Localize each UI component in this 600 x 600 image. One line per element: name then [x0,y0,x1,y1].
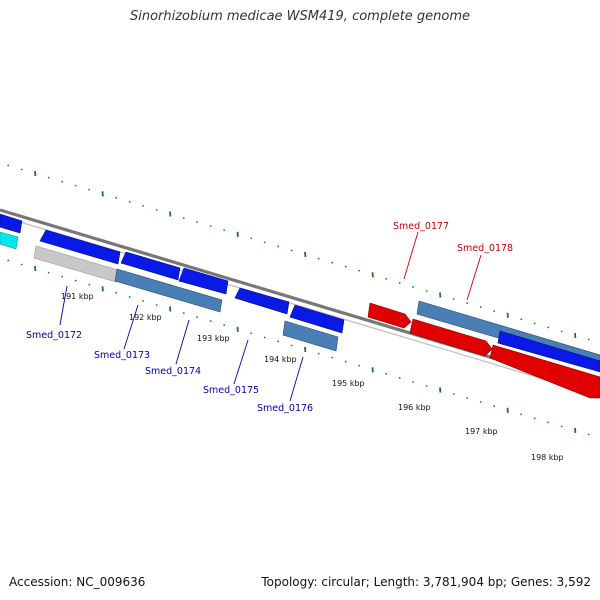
gene-label-smed-0174: Smed_0174 [145,366,201,377]
tick-label-191: 191 kbp [61,292,94,301]
feature-smed-0176[interactable] [289,304,345,334]
gene-label-smed-0177: Smed_0177 [393,221,449,232]
gene-label-smed-0178: Smed_0178 [457,243,513,254]
genome-summary-text: Topology: circular; Length: 3,781,904 bp… [261,575,591,589]
feature-left-blue[interactable] [0,213,23,234]
feature-left-cyan[interactable] [0,231,19,250]
feature-right-blue[interactable] [497,330,600,373]
tick-label-192: 192 kbp [129,313,162,322]
tick-label-197: 197 kbp [465,427,498,436]
gene-leader-lines [59,231,482,402]
tick-label-195: 195 kbp [332,379,365,388]
map-title: Sinorhizobium medicae WSM419, complete g… [129,9,471,24]
tick-label-196: 196 kbp [398,403,431,412]
feature-smed-0172[interactable] [39,229,121,265]
feature-smed-0176-cds[interactable] [282,320,339,352]
feature-smed-0177[interactable] [367,302,412,329]
feature-smed-0172-cds[interactable] [33,245,119,283]
inner-tick-ring [7,259,590,436]
gene-labels: Smed_0172 Smed_0173 Smed_0174 Smed_0175 … [26,221,513,414]
gene-label-smed-0175: Smed_0175 [203,385,259,396]
accession-text: Accession: NC_009636 [9,575,146,589]
feature-smed-0173-cds[interactable] [114,268,223,313]
tick-label-194: 194 kbp [264,355,297,364]
feature-smed-0178[interactable] [409,318,493,357]
feature-smed-0174[interactable] [178,267,229,295]
tick-label-193: 193 kbp [197,334,230,343]
feature-smed-0175[interactable] [234,287,290,315]
gene-label-smed-0172: Smed_0172 [26,330,82,341]
gene-label-smed-0173: Smed_0173 [94,350,150,361]
outer-tick-ring [7,164,590,341]
feature-right-red[interactable] [489,344,600,399]
kbp-labels: 191 kbp 192 kbp 193 kbp 194 kbp 195 kbp … [61,292,564,462]
tick-label-198: 198 kbp [531,453,564,462]
gene-label-smed-0176: Smed_0176 [257,403,313,414]
feature-smed-0173[interactable] [120,251,181,281]
